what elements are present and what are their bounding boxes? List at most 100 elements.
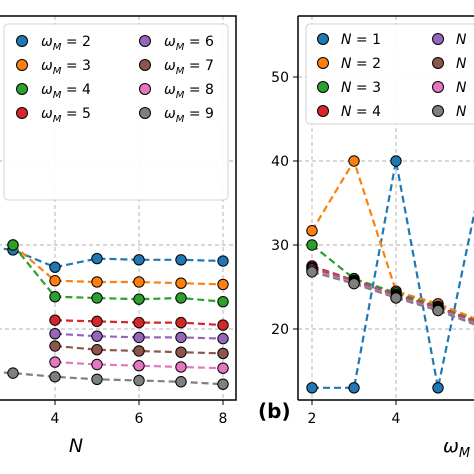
data-point xyxy=(175,292,187,304)
data-point xyxy=(133,276,145,288)
data-point xyxy=(432,382,444,394)
series-line xyxy=(0,247,224,269)
legend-label: N = 3 xyxy=(341,80,381,96)
data-point xyxy=(217,332,229,345)
series-line xyxy=(311,270,474,326)
y-tick-label: 50 xyxy=(271,70,289,86)
legend-marker xyxy=(139,35,151,47)
data-point xyxy=(175,346,187,358)
legend-marker xyxy=(432,81,444,93)
legend-label: ωM = 9 xyxy=(164,106,214,125)
x-tick-label: 4 xyxy=(392,411,401,427)
series-line xyxy=(0,371,224,386)
legend-label: N xyxy=(456,80,467,96)
legend-marker xyxy=(139,83,151,95)
data-point xyxy=(91,358,103,371)
series-line xyxy=(312,160,474,389)
series-line xyxy=(54,344,224,355)
data-point xyxy=(49,340,61,352)
data-point xyxy=(91,344,103,356)
panel-a: 4 6 8 NωM = 2 ωM = 3 ωM = 4 ωM = 5 ωM = 6 ωM = 7… xyxy=(0,15,237,457)
data-point xyxy=(91,252,103,265)
data-point xyxy=(175,316,187,329)
x-axis-label: ωM xyxy=(443,435,470,461)
data-point xyxy=(49,371,61,383)
legend-box xyxy=(305,23,474,125)
legend-label: ωM = 3 xyxy=(41,58,91,77)
legend: ωM = 2 ωM = 3 ωM = 4 ωM = 5 ωM = 6 ωM = 7 ωM =… xyxy=(3,23,229,201)
y-tick-label: 40 xyxy=(271,154,289,170)
legend-marker xyxy=(16,59,28,71)
data-point xyxy=(91,315,103,328)
legend-marker xyxy=(139,107,151,119)
data-point xyxy=(49,261,61,273)
data-point xyxy=(175,331,187,344)
data-point xyxy=(7,367,19,379)
data-point xyxy=(133,345,145,357)
legend-marker xyxy=(432,57,444,69)
data-point xyxy=(217,255,229,267)
legend-label: ωM = 8 xyxy=(164,82,214,101)
series-line xyxy=(54,360,224,370)
legend-marker xyxy=(432,33,444,45)
data-point xyxy=(91,330,103,342)
data-point xyxy=(306,225,318,237)
data-point xyxy=(7,239,19,251)
x-tick-label: 6 xyxy=(135,411,144,427)
legend-label: N = 1 xyxy=(341,32,381,48)
data-point xyxy=(133,374,145,387)
data-point xyxy=(217,347,229,360)
panel-label: (b) xyxy=(258,399,291,423)
data-point xyxy=(175,361,187,373)
data-point xyxy=(49,328,61,340)
data-point xyxy=(133,316,145,329)
data-point xyxy=(348,277,360,290)
data-point xyxy=(217,295,229,308)
data-point xyxy=(133,293,145,305)
legend-label: N = 4 xyxy=(341,104,381,120)
x-axis-label: N xyxy=(69,435,83,457)
legend-label: ωM = 7 xyxy=(164,58,214,77)
data-point xyxy=(133,360,145,372)
data-point xyxy=(49,291,61,303)
plot-frame xyxy=(0,15,237,401)
legend-marker xyxy=(16,35,28,47)
data-point xyxy=(133,331,145,344)
legend-marker xyxy=(317,105,329,117)
data-point xyxy=(306,266,318,278)
series-line xyxy=(54,319,224,327)
series-line xyxy=(54,332,224,340)
legend-label: N xyxy=(456,32,467,48)
data-point xyxy=(306,239,318,251)
legend-label: ωM = 5 xyxy=(41,106,91,125)
legend-label: N = 2 xyxy=(341,56,381,72)
data-point xyxy=(49,356,61,368)
data-point xyxy=(133,254,145,266)
data-point xyxy=(91,292,103,304)
legend-marker xyxy=(432,105,444,117)
data-point xyxy=(390,155,402,167)
y-tick-label: 20 xyxy=(271,322,289,338)
series-line xyxy=(12,244,224,286)
data-point xyxy=(91,373,103,385)
data-point xyxy=(175,277,187,289)
data-point xyxy=(306,382,318,394)
data-point xyxy=(49,275,61,287)
x-tick-label: 2 xyxy=(308,411,317,427)
data-point xyxy=(217,278,229,291)
legend-label: N xyxy=(456,104,467,120)
legend-label: ωM = 4 xyxy=(41,82,91,101)
legend-marker xyxy=(16,107,28,119)
data-point xyxy=(217,319,229,331)
data-point xyxy=(217,362,229,374)
legend-marker xyxy=(317,81,329,93)
legend-marker xyxy=(139,59,151,71)
legend-marker xyxy=(317,33,329,45)
data-point xyxy=(390,292,402,304)
y-tick-label: 30 xyxy=(271,238,289,254)
data-point xyxy=(217,378,229,390)
legend-label: ωM = 2 xyxy=(41,34,91,53)
